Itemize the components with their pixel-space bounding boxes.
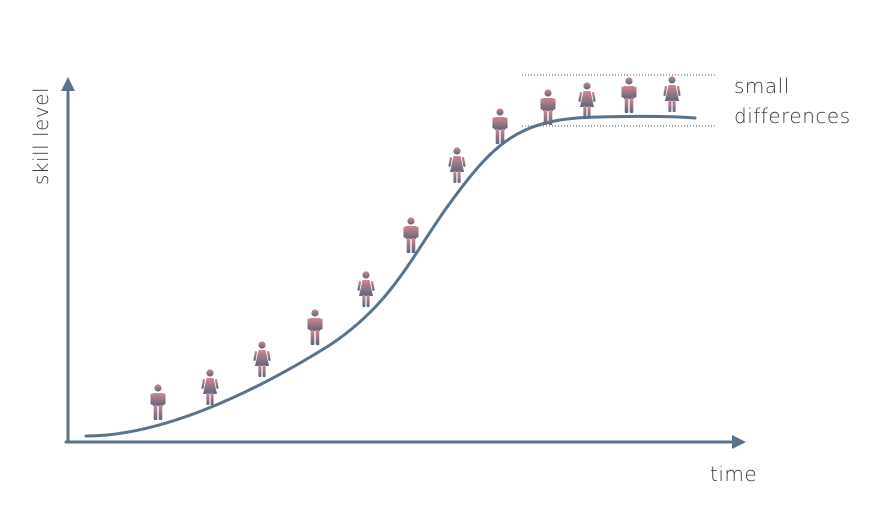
woman-figure <box>663 76 680 112</box>
woman-figure <box>357 271 374 307</box>
man-figure <box>151 384 166 420</box>
woman-figure <box>578 82 595 118</box>
woman-figure <box>201 369 218 405</box>
x-axis-arrowhead <box>732 435 746 449</box>
man-figure <box>404 217 419 253</box>
man-figure <box>493 108 508 144</box>
man-figure <box>541 89 556 125</box>
x-axis-label: time <box>710 462 757 486</box>
people-figures <box>151 76 681 420</box>
man-figure <box>308 309 323 345</box>
woman-figure <box>448 147 465 183</box>
annotation-line-1: small <box>734 74 790 98</box>
y-axis-arrowhead <box>61 77 75 91</box>
annotation-line-2: differences <box>734 104 851 128</box>
man-figure <box>622 77 637 113</box>
woman-figure <box>253 341 270 377</box>
y-axis-label: skill level <box>29 87 53 185</box>
skill-s-curve <box>86 116 695 436</box>
